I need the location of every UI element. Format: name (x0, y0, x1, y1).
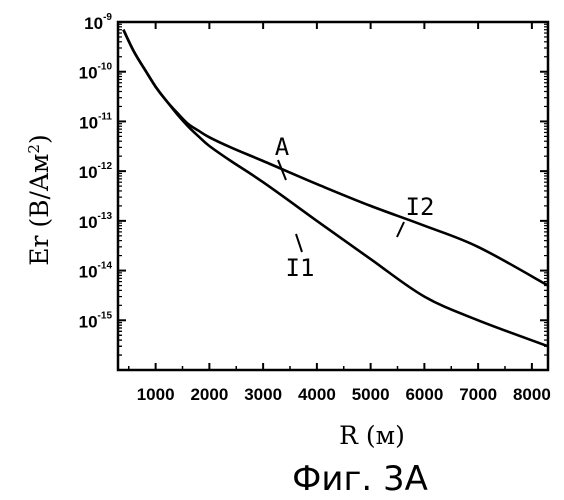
annotation-i2: I2 (406, 193, 435, 221)
series-line-i1 (123, 30, 548, 347)
y-axis-title-sup: 2 (25, 144, 43, 154)
y-tick-base: 10 (79, 163, 98, 182)
y-tick-label: 10-12 (79, 161, 113, 182)
x-axis-ticks: 1000 2000 3000 4000 5000 6000 7000 8000 (129, 22, 551, 404)
y-tick-exponent: -13 (98, 211, 113, 222)
plot-frame (118, 22, 548, 370)
y-tick-base: 10 (79, 213, 98, 232)
x-tick-label: 2000 (190, 385, 228, 404)
series-layer (123, 30, 548, 347)
y-tick-exponent: -10 (98, 62, 113, 73)
y-axis-title: Er (B/Aм2) (25, 134, 54, 266)
y-axis-title-main: Er (B/Aм (25, 154, 54, 266)
x-tick-label: 5000 (352, 385, 390, 404)
y-tick-base: 10 (79, 312, 98, 331)
annotation-leader-i1 (296, 234, 302, 252)
y-tick-label: 10-10 (79, 62, 113, 83)
annotation-leader-i2 (397, 222, 404, 237)
x-tick-label: 7000 (459, 385, 497, 404)
y-tick-label: 10-11 (79, 111, 112, 132)
x-tick-label: 8000 (513, 385, 551, 404)
y-axis-title-close: ) (25, 134, 54, 144)
x-axis-title: R (м) (339, 421, 405, 450)
y-tick-exponent: -15 (98, 310, 113, 321)
annotation-i1: I1 (286, 254, 315, 282)
x-tick-label: 1000 (137, 385, 175, 404)
y-tick-base: 10 (79, 113, 98, 132)
x-tick-label: 3000 (244, 385, 282, 404)
annotation-a: A (275, 133, 290, 161)
y-tick-exponent: -11 (98, 111, 112, 122)
y-tick-exponent: -12 (98, 161, 113, 172)
figure-caption: Фиг. 3А (292, 459, 428, 499)
plot-border (118, 22, 548, 370)
x-tick-label: 4000 (298, 385, 336, 404)
series-line-i2 (123, 30, 548, 286)
y-tick-label: 10-13 (79, 211, 113, 232)
y-tick-label: 10-14 (79, 261, 113, 282)
y-tick-base: 10 (84, 14, 103, 33)
x-tick-label: 6000 (405, 385, 443, 404)
y-tick-exponent: -14 (98, 261, 113, 272)
y-tick-exponent: -9 (103, 12, 112, 23)
y-tick-base: 10 (79, 64, 98, 83)
y-tick-label: 10-9 (84, 12, 112, 33)
y-tick-label: 10-15 (79, 310, 113, 331)
y-tick-base: 10 (79, 263, 98, 282)
